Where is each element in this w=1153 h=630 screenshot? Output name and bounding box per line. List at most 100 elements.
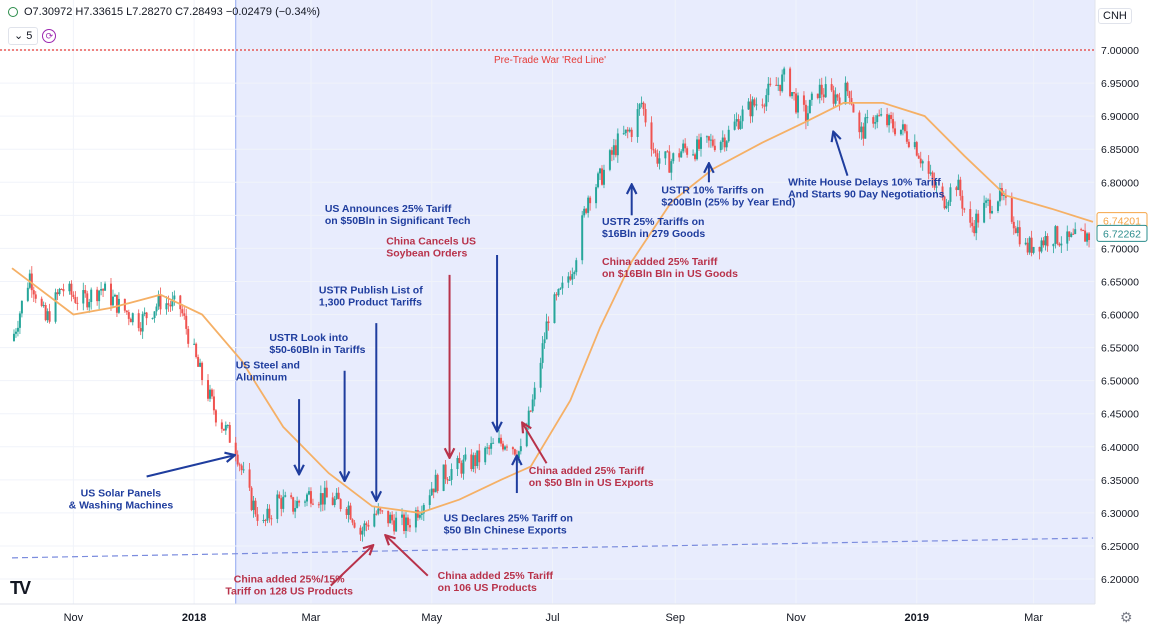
candle-body: [921, 161, 924, 164]
candle: [808, 99, 811, 114]
candle: [969, 201, 972, 228]
candle-body: [666, 151, 669, 153]
candle-body: [111, 296, 114, 306]
candle: [600, 165, 603, 186]
candle-body: [650, 122, 653, 150]
candle: [824, 76, 827, 98]
candle: [266, 503, 269, 524]
symbol-badge[interactable]: CNH: [1098, 8, 1132, 24]
candle-body: [709, 139, 712, 141]
series-visibility-icon[interactable]: [8, 7, 18, 17]
candle-body: [321, 493, 324, 505]
candle: [686, 146, 689, 158]
annotation-look: USTR Look into$50-60Bln in Tariffs: [269, 332, 366, 480]
candle-body: [500, 437, 503, 444]
candle-body: [1074, 229, 1077, 235]
candle-body: [680, 151, 683, 158]
candle-body: [894, 128, 897, 135]
candle-body: [298, 500, 301, 503]
candle-body: [624, 129, 627, 134]
candle: [317, 501, 320, 509]
candle: [721, 130, 724, 150]
candle-body: [616, 133, 619, 156]
candles: [12, 66, 1091, 542]
candle: [559, 287, 562, 291]
candle-body: [395, 517, 398, 532]
candle: [876, 113, 879, 129]
candle-body: [797, 95, 800, 113]
candle-body: [222, 428, 225, 431]
candle: [305, 492, 308, 507]
candle-body: [901, 124, 904, 130]
candle: [666, 149, 669, 153]
candle-body: [694, 154, 697, 160]
candle: [769, 77, 772, 87]
candle-body: [539, 362, 542, 388]
candle-body: [781, 74, 784, 92]
candle: [838, 92, 841, 111]
candle-body: [46, 311, 49, 321]
candle: [1030, 230, 1033, 257]
x-tick-label: Nov: [64, 612, 84, 624]
annotation-label: US Declares 25% Tariff on: [444, 512, 573, 524]
candle-body: [266, 508, 269, 521]
candle-body: [640, 102, 643, 105]
candle: [40, 296, 43, 308]
candle: [323, 480, 326, 511]
candle-body: [987, 199, 990, 201]
candle-body: [860, 126, 863, 133]
candle-body: [816, 93, 819, 99]
candle: [761, 98, 764, 109]
candle-body: [739, 121, 742, 129]
candle-body: [339, 499, 342, 510]
candle: [975, 209, 978, 241]
candle-body: [444, 464, 447, 479]
candle-body: [20, 300, 23, 314]
candle: [298, 499, 301, 507]
candle-body: [1082, 230, 1085, 232]
candle-body: [153, 311, 156, 319]
candle: [1056, 225, 1059, 246]
candle: [1012, 216, 1015, 235]
candle: [652, 142, 655, 154]
annotation-label: China added 25% Tariff: [529, 465, 645, 477]
candle-body: [583, 208, 586, 216]
candle-body: [543, 339, 546, 344]
candle-body: [1052, 243, 1055, 247]
candle-body: [741, 109, 744, 122]
candle-body: [597, 173, 600, 188]
candle: [886, 107, 889, 128]
candle-body: [359, 527, 362, 535]
candle: [959, 176, 962, 201]
candle: [989, 193, 992, 220]
candle: [16, 320, 19, 337]
candle-body: [381, 510, 384, 512]
candle-body: [1030, 237, 1033, 253]
sync-icon[interactable]: ⟳: [42, 29, 57, 43]
candle-body: [157, 294, 160, 307]
candle-body: [614, 145, 617, 156]
settings-gear-icon[interactable]: ⚙: [1120, 609, 1133, 625]
candle-body: [404, 517, 407, 532]
candle-body: [155, 306, 158, 312]
candle: [692, 149, 695, 156]
candle-body: [436, 474, 439, 491]
candle-body: [806, 113, 809, 122]
candle-body: [996, 201, 999, 211]
candle-body: [393, 520, 396, 532]
legend-controls: ⌄ 5 ⟳: [8, 27, 57, 45]
candle-body: [72, 294, 75, 298]
candle-body: [458, 458, 461, 464]
candle: [503, 445, 506, 451]
candle-body: [529, 410, 532, 412]
candle: [913, 134, 916, 150]
annotation-label: on $50 Bln in US Exports: [529, 477, 654, 489]
interval-button[interactable]: ⌄ 5: [8, 27, 39, 45]
candle-body: [14, 331, 17, 334]
candle: [832, 85, 835, 109]
candle-body: [553, 294, 556, 324]
candle: [276, 490, 279, 524]
candle-body: [678, 153, 681, 158]
